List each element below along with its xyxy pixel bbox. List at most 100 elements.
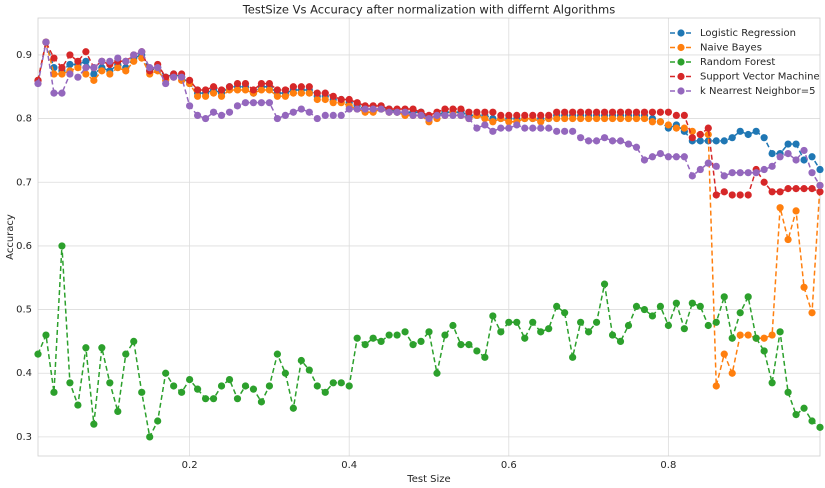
data-point: [569, 353, 577, 361]
data-point: [696, 137, 704, 145]
data-point: [225, 108, 234, 116]
data-point: [784, 150, 792, 158]
data-point: [505, 118, 513, 126]
data-point: [569, 114, 577, 123]
data-point: [744, 130, 752, 139]
data-point: [768, 188, 776, 196]
data-point: [249, 385, 258, 393]
data-point: [569, 108, 577, 116]
data-point: [545, 325, 553, 333]
data-point: [776, 188, 784, 196]
data-point: [369, 105, 377, 113]
data-point: [768, 150, 776, 158]
data-point: [209, 395, 218, 403]
data-point: [425, 114, 433, 123]
data-point: [489, 127, 497, 135]
data-point: [816, 188, 824, 196]
data-point: [513, 318, 521, 326]
data-point: [704, 321, 712, 330]
data-point: [74, 73, 82, 81]
data-point: [345, 382, 353, 390]
data-point: [760, 334, 768, 342]
data-point: [776, 328, 784, 336]
data-point: [170, 382, 178, 390]
data-point: [720, 188, 728, 196]
data-point: [624, 140, 633, 148]
data-point: [505, 318, 513, 326]
data-point: [529, 111, 537, 120]
x-tick-label: 0.8: [660, 460, 676, 471]
data-point: [233, 79, 242, 88]
data-point: [473, 347, 481, 355]
data-point: [457, 111, 465, 120]
data-point: [146, 433, 154, 441]
data-point: [58, 64, 66, 72]
data-point: [217, 382, 226, 390]
data-point: [624, 114, 633, 123]
data-point: [784, 388, 792, 396]
data-point: [353, 99, 361, 107]
data-point: [34, 350, 42, 358]
data-point: [257, 86, 266, 94]
data-point: [664, 153, 672, 161]
data-point: [752, 127, 760, 135]
series: [34, 242, 824, 441]
data-point: [800, 156, 808, 164]
data-point: [154, 64, 162, 72]
data-point: [114, 54, 122, 62]
data-point: [728, 134, 736, 142]
y-tick-label: 0.6: [16, 241, 32, 252]
data-point: [760, 165, 768, 174]
data-point: [784, 235, 792, 244]
data-point: [632, 108, 641, 116]
data-point: [728, 334, 736, 342]
data-point: [313, 95, 321, 104]
data-point: [696, 165, 704, 174]
data-point: [265, 79, 274, 88]
data-point: [106, 57, 114, 65]
data-point: [186, 102, 194, 110]
data-point: [297, 83, 305, 91]
legend-label: Naive Bayes: [700, 43, 762, 54]
data-point: [744, 169, 752, 177]
data-point: [664, 108, 672, 116]
data-point: [584, 108, 593, 116]
data-point: [377, 105, 385, 113]
series-line: [37, 245, 821, 440]
data-point: [521, 334, 529, 342]
legend-marker: [677, 43, 685, 52]
data-point: [728, 191, 736, 199]
data-point: [600, 114, 609, 123]
data-point: [313, 382, 321, 390]
y-axis-label: Accuracy: [5, 214, 16, 260]
data-point: [696, 130, 704, 139]
data-point: [361, 340, 369, 349]
data-point: [640, 305, 649, 314]
data-point: [648, 312, 657, 320]
data-point: [42, 38, 50, 46]
legend-marker: [677, 58, 685, 66]
data-point: [616, 114, 625, 123]
data-point: [592, 114, 601, 123]
data-point: [297, 356, 305, 365]
data-point: [130, 337, 138, 346]
data-point: [672, 124, 680, 132]
data-point: [561, 127, 569, 135]
data-point: [273, 92, 281, 100]
data-point: [417, 337, 425, 346]
data-point: [505, 124, 513, 132]
data-point: [656, 108, 665, 116]
data-point: [337, 379, 345, 387]
data-point: [401, 108, 409, 116]
data-point: [656, 118, 665, 126]
data-point: [529, 318, 537, 326]
data-point: [616, 337, 625, 346]
data-point: [441, 105, 449, 113]
data-point: [720, 293, 728, 301]
data-point: [648, 153, 657, 161]
data-point: [58, 242, 66, 250]
data-point: [712, 137, 720, 145]
series: [34, 38, 824, 190]
data-point: [201, 395, 210, 403]
